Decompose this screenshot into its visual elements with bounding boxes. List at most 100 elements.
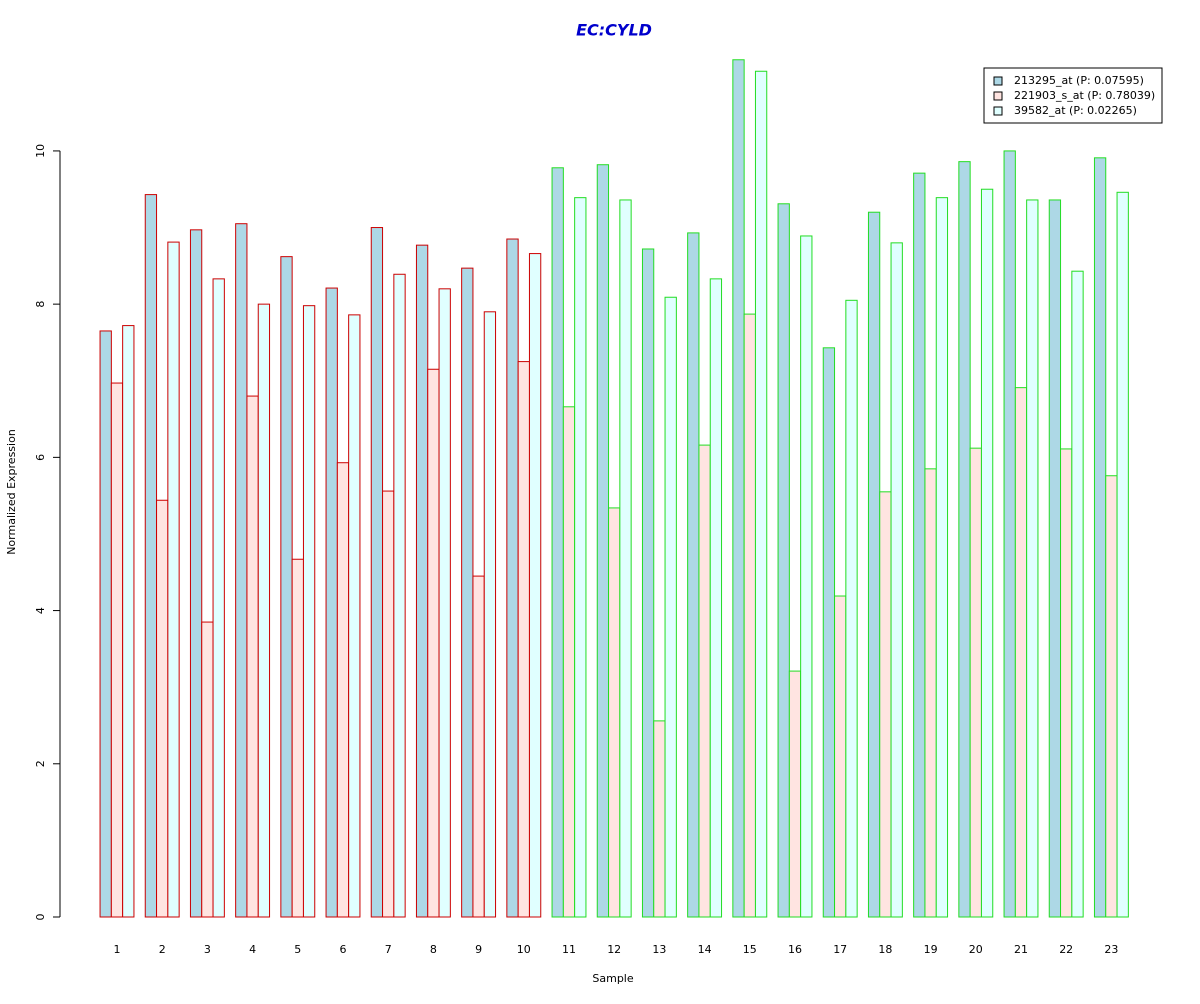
- x-tick-label: 13: [652, 943, 666, 956]
- bar: [246, 395, 259, 918]
- bar: [156, 499, 169, 918]
- bar: [743, 313, 756, 918]
- bar: [189, 229, 203, 918]
- x-tick-label: 21: [1014, 943, 1028, 956]
- bar: [1048, 199, 1062, 918]
- bar: [879, 491, 892, 918]
- y-tick-label: 4: [34, 607, 47, 614]
- x-tick-label: 5: [294, 943, 301, 956]
- x-tick-label: 16: [788, 943, 802, 956]
- x-tick-label: 8: [430, 943, 437, 956]
- bar: [348, 314, 361, 918]
- bar: [958, 161, 971, 918]
- bar: [393, 273, 406, 918]
- bar: [619, 199, 632, 918]
- chart-title: EC:CYLD: [576, 21, 652, 40]
- bar: [664, 296, 677, 918]
- x-tick-label: 3: [204, 943, 211, 956]
- x-tick-label: 12: [607, 943, 621, 956]
- bar: [1060, 448, 1073, 918]
- x-tick-label: 23: [1104, 943, 1118, 956]
- bar: [562, 406, 576, 918]
- bar: [687, 232, 700, 918]
- x-tick-label: 1: [114, 943, 121, 956]
- bar: [890, 242, 903, 918]
- bar: [483, 311, 497, 918]
- bar: [382, 490, 395, 918]
- bar: [1003, 150, 1016, 918]
- y-tick-label: 0: [34, 914, 47, 921]
- bar: [517, 361, 530, 918]
- bar: [608, 507, 621, 918]
- bar: [144, 194, 158, 918]
- x-tick-label: 10: [517, 943, 531, 956]
- x-tick-label: 18: [878, 943, 892, 956]
- bar: [596, 164, 610, 918]
- bar: [212, 278, 225, 918]
- bar: [1093, 157, 1107, 918]
- bar: [777, 203, 790, 918]
- bar: [427, 368, 440, 918]
- bar: [1116, 191, 1129, 918]
- y-tick-label: 2: [34, 760, 47, 767]
- bar: [1071, 270, 1084, 918]
- legend-label: 39582_at (P: 0.02265): [1014, 104, 1137, 117]
- bar: [551, 167, 564, 918]
- bar: [732, 59, 745, 918]
- bar: [788, 670, 802, 918]
- bar: [845, 299, 858, 918]
- bar: [980, 188, 994, 918]
- bar: [235, 223, 248, 918]
- y-tick-label: 10: [34, 144, 47, 158]
- bar: [709, 278, 723, 918]
- bar: [528, 253, 542, 918]
- bar: [122, 325, 135, 918]
- bar: [280, 256, 293, 918]
- y-axis-label: Normalized Expression: [5, 429, 18, 555]
- bar: [924, 468, 937, 918]
- x-tick-label: 20: [969, 943, 983, 956]
- bar: [415, 244, 429, 918]
- bar: [653, 720, 666, 918]
- legend-label: 221903_s_at (P: 0.78039): [1014, 89, 1155, 102]
- bar: [969, 447, 982, 918]
- x-tick-label: 17: [833, 943, 847, 956]
- bar: [257, 303, 271, 918]
- bar: [834, 595, 847, 918]
- y-tick-label: 6: [34, 454, 47, 461]
- bar: [913, 172, 926, 918]
- y-tick-label: 8: [34, 301, 47, 308]
- bar: [800, 235, 813, 918]
- bar: [822, 347, 836, 918]
- x-tick-label: 9: [475, 943, 482, 956]
- x-tick-label: 7: [385, 943, 392, 956]
- bar: [325, 287, 338, 918]
- x-tick-label: 19: [924, 943, 938, 956]
- bar: [754, 70, 768, 918]
- x-axis-label: Sample: [592, 972, 633, 985]
- bar: [574, 197, 587, 918]
- bar: [1026, 199, 1039, 918]
- bar: [336, 462, 350, 918]
- x-tick-label: 14: [698, 943, 712, 956]
- bar: [506, 238, 519, 918]
- bar: [698, 444, 711, 918]
- bar: [291, 558, 304, 918]
- bar: [867, 211, 881, 918]
- bar: [167, 241, 180, 918]
- x-tick-label: 22: [1059, 943, 1073, 956]
- bar: [935, 197, 949, 918]
- bar: [302, 305, 316, 918]
- legend-swatch: [993, 91, 1003, 101]
- legend-swatch: [993, 106, 1003, 116]
- x-tick-label: 4: [249, 943, 256, 956]
- x-tick-label: 11: [562, 943, 576, 956]
- x-tick-label: 6: [340, 943, 347, 956]
- bar: [641, 248, 655, 918]
- bar: [201, 621, 214, 918]
- bar: [99, 330, 112, 918]
- bar: [1105, 475, 1118, 918]
- bar: [472, 575, 485, 918]
- legend-swatch: [993, 76, 1003, 86]
